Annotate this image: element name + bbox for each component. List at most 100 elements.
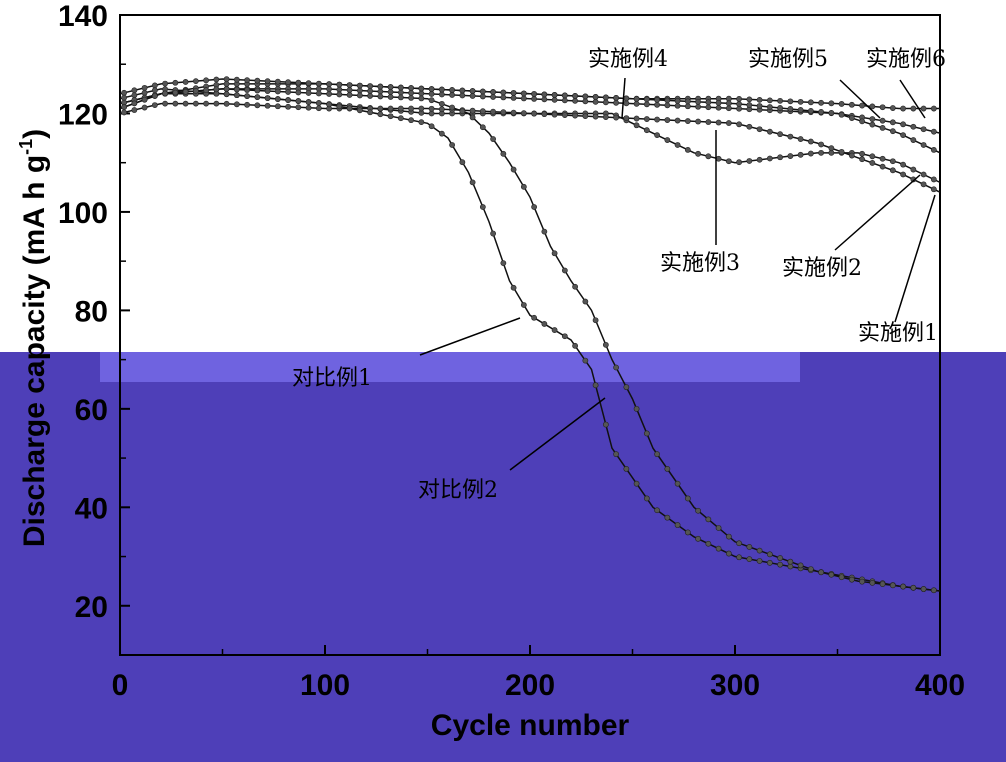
data-point [920, 181, 927, 188]
data-point [777, 555, 783, 561]
data-point [859, 118, 865, 125]
data-point [438, 106, 445, 113]
y-tick-label: 100 [58, 197, 108, 230]
annotation-label: 实施例5 [748, 47, 828, 72]
data-point [510, 284, 517, 291]
data-point [367, 83, 373, 89]
data-point [377, 105, 384, 112]
data-point [695, 535, 701, 542]
data-point [695, 103, 701, 110]
data-point [725, 100, 732, 107]
data-point [930, 128, 937, 135]
data-point [602, 421, 609, 428]
data-point [151, 87, 158, 94]
data-point [387, 89, 394, 95]
data-point [172, 79, 179, 86]
data-point [807, 138, 814, 145]
data-point [551, 111, 558, 118]
data-point [418, 85, 425, 92]
data-point [459, 108, 466, 115]
data-point [879, 125, 886, 131]
data-point [869, 103, 876, 110]
data-point [654, 507, 660, 514]
data-point [643, 96, 650, 103]
data-point [531, 204, 537, 210]
data-point [664, 102, 671, 109]
data-point [418, 119, 425, 126]
data-point [572, 112, 578, 119]
data-point [326, 91, 332, 97]
data-point [900, 171, 906, 178]
data-point [623, 100, 630, 107]
x-tick-label: 0 [112, 669, 129, 702]
data-point [889, 128, 896, 135]
data-point [654, 96, 660, 103]
data-point [746, 96, 753, 103]
data-point [326, 86, 332, 92]
data-point [479, 204, 486, 210]
data-point [254, 102, 261, 109]
data-point [397, 84, 404, 91]
data-point [531, 110, 537, 117]
data-point [592, 382, 599, 389]
x-tick-label: 400 [915, 669, 965, 702]
data-point [141, 96, 148, 103]
data-point [438, 86, 445, 93]
data-point [541, 111, 548, 118]
data-point [879, 581, 886, 588]
data-point [838, 101, 845, 107]
data-point [664, 117, 671, 123]
data-point [520, 110, 527, 117]
data-point [520, 95, 527, 102]
data-point [859, 150, 865, 157]
data-point [520, 90, 527, 97]
data-point [910, 137, 917, 143]
data-point [551, 250, 558, 257]
data-point [336, 91, 343, 98]
data-point [541, 96, 548, 103]
data-point [654, 101, 660, 108]
data-point [336, 103, 343, 110]
data-point [777, 561, 783, 568]
data-point [613, 99, 619, 106]
y-tick-label: 40 [75, 492, 108, 525]
data-point [428, 91, 435, 97]
data-point [561, 92, 568, 99]
data-point [879, 155, 886, 162]
data-point [582, 98, 589, 105]
y-tick-label: 60 [75, 394, 108, 427]
data-point [295, 98, 302, 104]
data-point [131, 100, 138, 107]
data-point [592, 317, 599, 324]
data-point [664, 137, 671, 143]
data-point [756, 547, 763, 554]
data-point [725, 550, 732, 557]
data-point [223, 81, 230, 87]
data-point [469, 107, 476, 114]
data-point [818, 108, 824, 115]
data-point [336, 81, 343, 88]
data-point [233, 76, 240, 83]
data-point [695, 118, 701, 125]
data-point [787, 98, 794, 105]
annotation-label: 实施例1 [858, 321, 938, 346]
data-point [254, 87, 261, 94]
data-point [356, 107, 363, 114]
data-point [377, 93, 384, 100]
data-point [736, 105, 742, 112]
data-point [889, 105, 896, 111]
data-point [418, 90, 425, 97]
data-point [766, 104, 773, 110]
data-point [807, 99, 814, 106]
data-point [684, 98, 691, 105]
data-point [346, 92, 353, 98]
data-point [756, 156, 763, 163]
data-point [736, 95, 742, 102]
annotation-leader [839, 79, 881, 119]
x-tick-label: 100 [300, 669, 350, 702]
data-point [930, 587, 937, 594]
data-point [561, 97, 568, 104]
data-point [756, 96, 763, 103]
data-point [490, 230, 496, 237]
